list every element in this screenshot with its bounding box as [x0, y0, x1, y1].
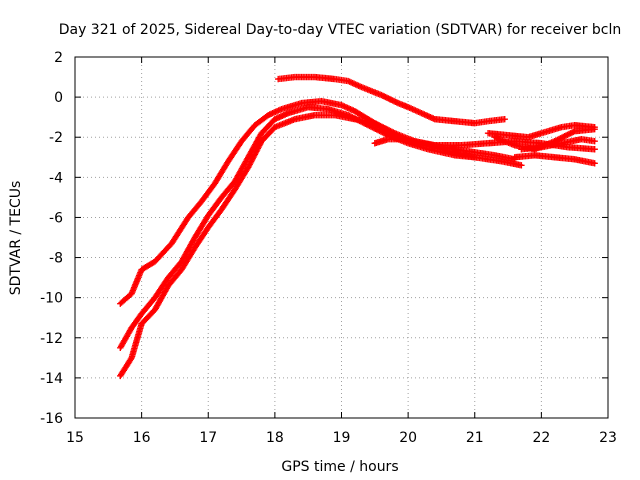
series-track-8 — [511, 152, 598, 167]
data-point — [127, 356, 134, 363]
plot-border — [74, 56, 609, 419]
data-point — [560, 133, 567, 141]
data-point — [567, 130, 574, 137]
chart-title: Day 321 of 2025, Sidereal Day-to-day VTE… — [59, 22, 622, 38]
data-point — [372, 125, 379, 132]
data-point — [381, 124, 389, 132]
y-tick-label: -4 — [49, 170, 63, 186]
y-tick-label: -2 — [49, 130, 63, 146]
x-tick-label: 23 — [599, 430, 617, 446]
data-point — [388, 128, 396, 135]
data-point — [385, 127, 393, 134]
data-point — [373, 120, 380, 128]
x-tick-label: 20 — [399, 430, 417, 446]
series-track-9 — [518, 136, 598, 153]
data-point — [518, 162, 525, 169]
data-point — [591, 160, 598, 167]
y-tick-label: -6 — [49, 210, 63, 226]
data-point — [376, 127, 383, 135]
x-axis-label: GPS time / hours — [281, 459, 398, 475]
data-point — [568, 129, 576, 136]
data-point — [591, 146, 598, 153]
x-tick-label: 21 — [466, 430, 484, 446]
y-tick-label: -8 — [49, 251, 63, 267]
data-point — [501, 115, 508, 123]
x-tick-label: 18 — [266, 430, 284, 446]
data-point — [562, 132, 570, 139]
x-tick-label: 17 — [199, 430, 217, 446]
data-point — [371, 119, 379, 127]
data-point — [378, 123, 386, 130]
data-point — [380, 124, 387, 131]
x-tick-label: 15 — [66, 430, 84, 446]
y-tick-label: -16 — [40, 411, 63, 427]
series-track-3 — [117, 111, 518, 380]
y-axis-label: SDTVAR / TECUs — [8, 181, 24, 296]
data-point — [377, 122, 384, 130]
data-point — [374, 121, 381, 128]
series-track-1 — [117, 97, 525, 307]
x-tick-label: 16 — [133, 430, 151, 446]
data-point — [367, 123, 375, 130]
y-tick-label: 2 — [54, 50, 63, 66]
data-point — [373, 126, 380, 133]
data-point — [384, 126, 391, 133]
data-point — [564, 131, 571, 138]
data-point — [570, 128, 577, 136]
y-tick-label: -14 — [40, 371, 63, 387]
data-point — [383, 125, 390, 133]
data-point — [565, 130, 573, 138]
y-tick-label: -10 — [40, 291, 63, 307]
series-track-7 — [484, 121, 598, 141]
data-point — [380, 129, 388, 137]
x-tick-label: 22 — [532, 430, 550, 446]
data-point — [591, 138, 598, 145]
x-tick-label: 19 — [333, 430, 351, 446]
data-point — [390, 129, 397, 136]
series-track-4 — [275, 73, 508, 127]
data-point — [554, 136, 561, 144]
data-point — [387, 127, 394, 135]
y-tick-label: 0 — [54, 90, 63, 106]
y-tick-label: -12 — [40, 331, 63, 347]
data-point — [558, 134, 566, 141]
data-point — [377, 128, 385, 135]
data-point — [374, 127, 382, 134]
data-point — [375, 122, 383, 129]
data-point — [382, 130, 389, 137]
data-points — [117, 73, 598, 380]
data-point — [379, 129, 386, 136]
data-point — [591, 123, 598, 131]
data-point — [561, 133, 568, 140]
